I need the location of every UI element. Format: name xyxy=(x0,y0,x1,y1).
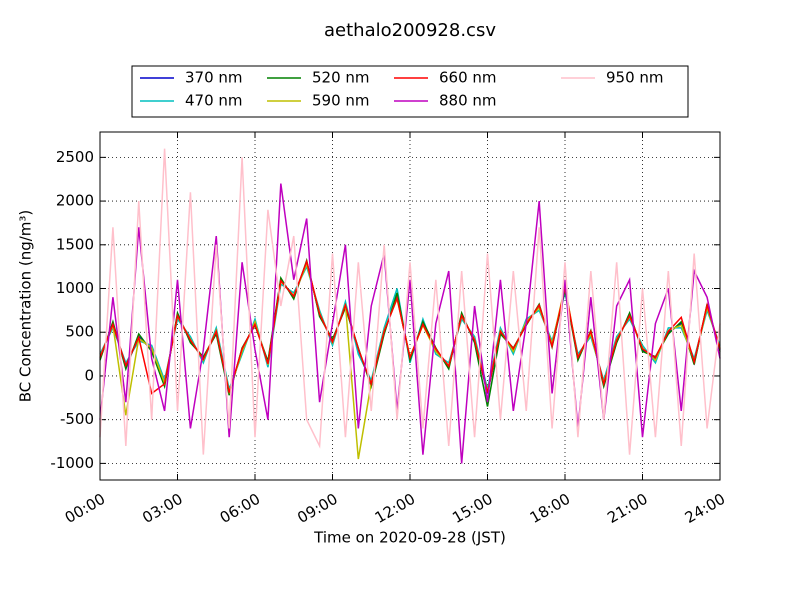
legend-label: 470 nm xyxy=(185,92,243,110)
y-tick-label: 500 xyxy=(65,323,94,341)
chart-title: aethalo200928.csv xyxy=(324,20,496,41)
data-line xyxy=(99,183,721,464)
y-tick-label: -1000 xyxy=(50,454,94,472)
legend-label: 520 nm xyxy=(312,69,370,87)
data-line xyxy=(99,264,721,392)
plot-frame xyxy=(99,131,721,481)
legend-entries: 370 nm 470 nm 520 nm 590 nm 660 nm 880 nm 950 … xyxy=(140,69,664,110)
data-line xyxy=(99,258,721,395)
x-axis-label: Time on 2020-09-28 (JST) xyxy=(313,529,506,547)
y-axis-label: BC Concentration (ng/m³) xyxy=(17,210,35,403)
y-tick-label: 0 xyxy=(84,366,94,384)
legend-label: 370 nm xyxy=(185,69,243,87)
legend-label: 950 nm xyxy=(606,69,664,87)
y-tick-label: -500 xyxy=(60,410,94,428)
y-tick-label: 2000 xyxy=(56,192,94,210)
legend-label: 880 nm xyxy=(439,92,497,110)
y-tick-label: 1500 xyxy=(56,235,94,253)
legend-label: 660 nm xyxy=(439,69,497,87)
y-tick-label: 2500 xyxy=(56,148,94,166)
y-tick-label: 1000 xyxy=(56,279,94,297)
data-line xyxy=(99,148,721,455)
plot-area xyxy=(99,132,721,480)
legend xyxy=(131,65,689,118)
legend-label: 590 nm xyxy=(312,92,370,110)
